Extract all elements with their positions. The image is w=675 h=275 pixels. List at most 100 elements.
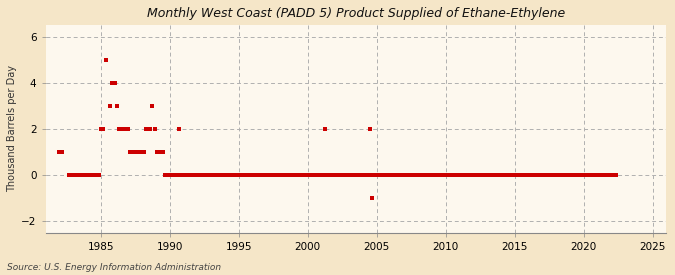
Point (215, 173, 225, 177)
Point (562, 173, 572, 177)
Point (508, 173, 519, 177)
Point (333, 173, 344, 177)
Point (494, 173, 505, 177)
Point (267, 173, 278, 177)
Point (586, 173, 597, 177)
Point (132, 150, 143, 154)
Point (487, 173, 498, 177)
Point (593, 173, 603, 177)
Point (412, 173, 423, 177)
Point (205, 173, 215, 177)
Point (247, 173, 258, 177)
Point (581, 173, 592, 177)
Point (533, 173, 544, 177)
Point (478, 173, 489, 177)
Point (599, 173, 610, 177)
Point (236, 173, 246, 177)
Point (85, 173, 96, 177)
Point (497, 173, 508, 177)
Point (186, 173, 197, 177)
Point (514, 173, 524, 177)
Point (387, 173, 398, 177)
Point (535, 173, 545, 177)
Point (470, 173, 481, 177)
Point (331, 173, 342, 177)
Point (571, 173, 582, 177)
Point (226, 173, 237, 177)
Point (172, 173, 183, 177)
Point (157, 150, 168, 154)
Point (463, 173, 474, 177)
Point (610, 173, 621, 177)
Point (413, 173, 424, 177)
Point (572, 173, 583, 177)
Point (589, 173, 600, 177)
Point (143, 127, 154, 131)
Point (316, 173, 327, 177)
Point (585, 173, 595, 177)
Point (349, 173, 360, 177)
Point (210, 173, 221, 177)
Point (57, 150, 68, 154)
Point (369, 173, 379, 177)
Point (278, 173, 289, 177)
Point (389, 173, 400, 177)
Point (382, 173, 393, 177)
Point (328, 173, 339, 177)
Point (227, 173, 238, 177)
Point (359, 173, 370, 177)
Point (364, 127, 375, 131)
Point (501, 173, 512, 177)
Point (356, 173, 367, 177)
Point (481, 173, 491, 177)
Point (338, 173, 349, 177)
Point (364, 173, 375, 177)
Point (495, 173, 506, 177)
Point (509, 173, 520, 177)
Point (456, 173, 466, 177)
Text: Source: U.S. Energy Information Administration: Source: U.S. Energy Information Administ… (7, 263, 221, 272)
Point (335, 173, 346, 177)
Point (362, 173, 373, 177)
Point (381, 173, 392, 177)
Point (292, 173, 302, 177)
Point (522, 173, 533, 177)
Point (364, 173, 375, 177)
Point (77, 173, 88, 177)
Point (551, 173, 562, 177)
Point (576, 173, 587, 177)
Point (261, 173, 271, 177)
Point (425, 173, 435, 177)
Point (354, 173, 365, 177)
Point (406, 173, 417, 177)
Point (232, 173, 243, 177)
Point (584, 173, 595, 177)
Point (200, 173, 211, 177)
Point (313, 173, 324, 177)
Point (238, 173, 248, 177)
Point (137, 150, 148, 154)
Point (225, 173, 236, 177)
Point (566, 173, 577, 177)
Point (591, 173, 601, 177)
Point (476, 173, 487, 177)
Point (54, 150, 65, 154)
Point (461, 173, 472, 177)
Point (400, 173, 411, 177)
Point (178, 173, 189, 177)
Point (262, 173, 273, 177)
Point (446, 173, 457, 177)
Point (437, 173, 448, 177)
Point (485, 173, 496, 177)
Point (306, 173, 317, 177)
Point (194, 173, 205, 177)
Point (277, 173, 288, 177)
Point (294, 173, 304, 177)
Point (396, 173, 406, 177)
Point (249, 173, 260, 177)
Point (482, 173, 493, 177)
Point (319, 127, 330, 131)
Point (599, 173, 610, 177)
Point (540, 173, 551, 177)
Point (398, 173, 409, 177)
